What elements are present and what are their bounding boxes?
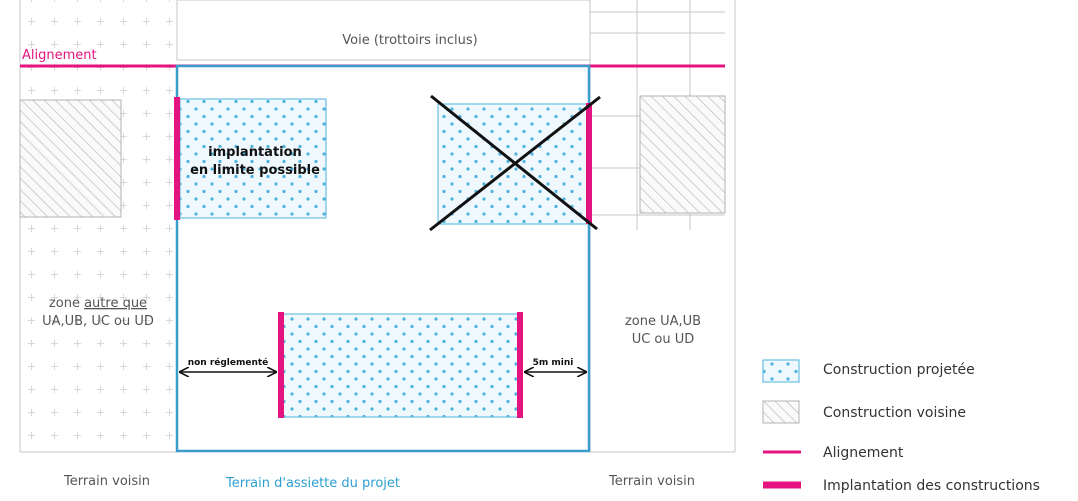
dim-label-right: 5m mini [533,358,574,368]
left-neighbour-area [20,0,177,452]
right-zone-label-2: UC ou UD [632,332,695,347]
alignment-label: Alignement [22,48,97,63]
forbidden-cross-icon [429,94,601,232]
legend: Construction projetée Construction voisi… [762,359,1040,494]
building-top-label-1: implantation [208,145,302,160]
legend-label-projected: Construction projetée [823,362,975,378]
right-zone-label-1: zone UA,UB [625,314,701,329]
left-zone-label-2: UA,UB, UC ou UD [42,314,154,329]
road-area [176,0,591,61]
legend-dotted-square-icon [762,359,800,383]
bottom-label-center: Terrain d'assiette du projet [225,476,400,491]
legend-label-implantation: Implantation des constructions [823,478,1040,494]
building-top-left [179,98,327,219]
building-bottom [281,313,521,418]
left-neighbour-building [19,99,122,218]
dim-label-left: non réglementé [188,357,269,368]
right-neighbour-building [639,95,726,214]
legend-hatched-square-icon [762,400,800,424]
right-neighbour-grid [589,0,736,453]
road-label: Voie (trottoirs inclus) [342,33,477,48]
left-zone-prefix: zone [49,296,84,311]
building-top-label-2: en limite possible [190,163,320,178]
left-zone-underlined: autre que [84,296,147,311]
bottom-label-right: Terrain voisin [608,474,695,489]
left-zone-label-1: zone autre que [49,296,147,311]
bottom-label-left: Terrain voisin [63,474,150,489]
legend-label-alignment: Alignement [823,445,904,461]
legend-label-neighbour: Construction voisine [823,405,966,421]
